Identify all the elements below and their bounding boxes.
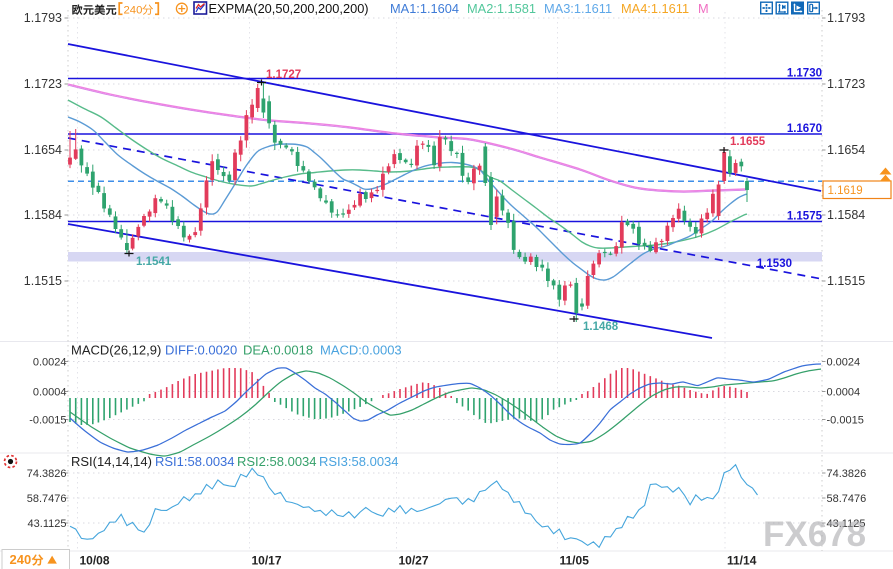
svg-text:1.1584: 1.1584 — [24, 208, 62, 222]
svg-text:1.1619: 1.1619 — [828, 185, 863, 197]
svg-text:1.1541: 1.1541 — [136, 256, 172, 268]
svg-text:58.7476: 58.7476 — [27, 493, 67, 505]
svg-text:10/08: 10/08 — [80, 554, 110, 568]
svg-text:1.1468: 1.1468 — [583, 321, 619, 333]
svg-text:43.1125: 43.1125 — [827, 518, 866, 530]
svg-text:MACD(26,12,9): MACD(26,12,9) — [71, 343, 161, 358]
svg-text:DIFF:0.0020: DIFF:0.0020 — [165, 343, 237, 358]
svg-text:1.1723: 1.1723 — [24, 77, 62, 91]
svg-text:1.1723: 1.1723 — [827, 77, 865, 91]
svg-text:0.0024: 0.0024 — [827, 357, 861, 369]
svg-text:74.3826: 74.3826 — [827, 468, 867, 480]
svg-text:-0.0015: -0.0015 — [827, 415, 864, 427]
svg-text:0.0024: 0.0024 — [33, 357, 67, 369]
svg-text:1.1575: 1.1575 — [787, 211, 823, 223]
svg-text:43.1125: 43.1125 — [28, 518, 67, 530]
svg-text:240: 240 — [10, 552, 32, 567]
svg-text:10/27: 10/27 — [399, 554, 429, 568]
svg-text:1.1654: 1.1654 — [827, 143, 865, 157]
svg-text:MA4:1.1611: MA4:1.1611 — [621, 1, 689, 16]
svg-text:RSI3:58.0034: RSI3:58.0034 — [319, 454, 399, 469]
svg-text:74.3826: 74.3826 — [27, 468, 67, 480]
svg-text:58.7476: 58.7476 — [827, 493, 867, 505]
svg-text:0.0004: 0.0004 — [33, 387, 67, 399]
svg-text:1.1654: 1.1654 — [24, 143, 62, 157]
svg-text:FX678: FX678 — [763, 515, 866, 554]
svg-text:0.0004: 0.0004 — [827, 387, 861, 399]
svg-text:RSI(14,14,14): RSI(14,14,14) — [71, 454, 152, 469]
svg-text:1.1793: 1.1793 — [24, 11, 62, 25]
svg-text:RSI2:58.0034: RSI2:58.0034 — [237, 454, 317, 469]
svg-text:1.1515: 1.1515 — [827, 274, 865, 288]
svg-text:1.1727: 1.1727 — [266, 69, 301, 81]
svg-text:M: M — [698, 1, 709, 16]
svg-text:EXPMA(20,50,200,200,200): EXPMA(20,50,200,200,200) — [209, 1, 369, 16]
svg-text:1.1670: 1.1670 — [787, 123, 822, 135]
svg-text:1.1515: 1.1515 — [24, 274, 62, 288]
svg-text:MACD:0.0003: MACD:0.0003 — [320, 343, 402, 358]
svg-text:1.1793: 1.1793 — [827, 11, 865, 25]
svg-text:11/14: 11/14 — [727, 554, 757, 568]
svg-text:MA1:1.1604: MA1:1.1604 — [390, 1, 459, 16]
svg-text:MA2:1.1581: MA2:1.1581 — [467, 1, 536, 16]
svg-text:11/05: 11/05 — [560, 554, 590, 568]
svg-text:-0.0015: -0.0015 — [29, 415, 66, 427]
svg-text:240: 240 — [124, 5, 143, 17]
svg-text:10/17: 10/17 — [252, 554, 282, 568]
svg-text:1.1584: 1.1584 — [827, 208, 865, 222]
svg-text:1.1655: 1.1655 — [730, 136, 766, 148]
svg-text:RSI1:58.0034: RSI1:58.0034 — [155, 454, 235, 469]
svg-text:1.1730: 1.1730 — [787, 68, 822, 80]
svg-text:1.1530: 1.1530 — [757, 258, 792, 270]
svg-text:MA3:1.1611: MA3:1.1611 — [544, 1, 612, 16]
svg-text:DEA:0.0018: DEA:0.0018 — [243, 343, 313, 358]
